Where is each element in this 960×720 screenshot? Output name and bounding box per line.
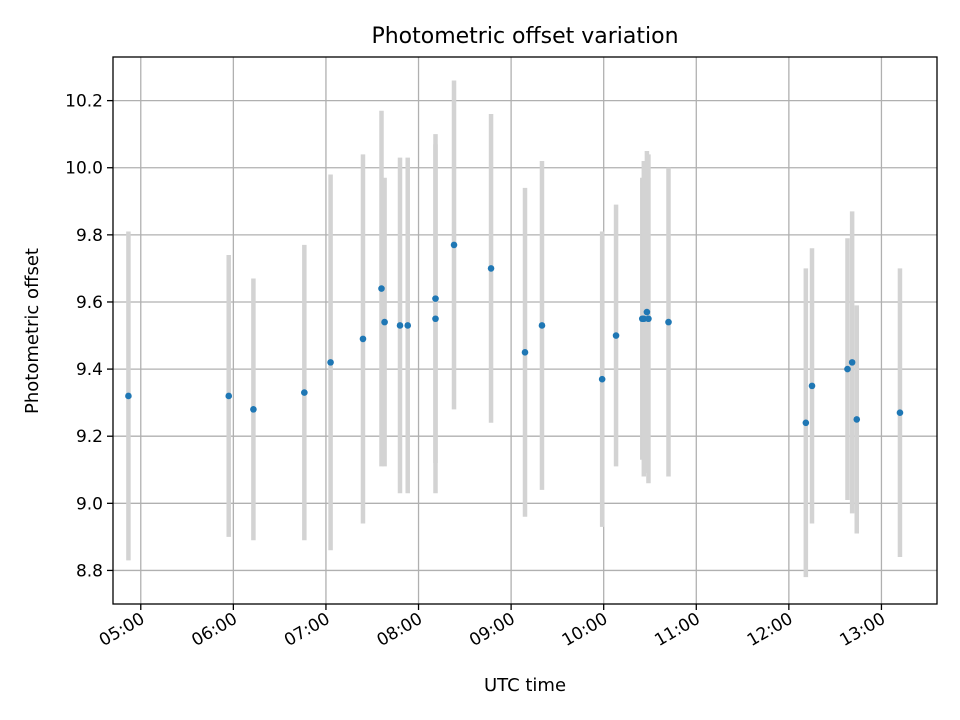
data-point bbox=[665, 318, 672, 326]
data-point bbox=[301, 389, 308, 396]
data-point bbox=[645, 315, 652, 323]
data-point bbox=[853, 416, 861, 423]
data-point bbox=[538, 322, 546, 329]
data-point bbox=[896, 409, 904, 417]
y-tick-label: 8.8 bbox=[76, 561, 103, 581]
y-axis-label: Photometric offset bbox=[22, 248, 43, 414]
data-point bbox=[432, 315, 439, 323]
y-tick-label: 9.2 bbox=[76, 427, 103, 447]
data-point bbox=[640, 315, 648, 323]
y-tick-label: 9.0 bbox=[76, 494, 103, 514]
chart-title: Photometric offset variation bbox=[371, 24, 678, 49]
x-tick-label: 05:00 bbox=[96, 609, 148, 651]
data-point bbox=[844, 365, 851, 373]
data-point bbox=[848, 359, 856, 366]
data-point bbox=[327, 359, 334, 366]
data-point bbox=[450, 241, 458, 249]
data-point bbox=[359, 335, 367, 343]
y-tick-label: 9.6 bbox=[76, 293, 103, 313]
x-tick-label: 08:00 bbox=[374, 609, 426, 651]
data-point bbox=[598, 375, 606, 383]
y-tick-label: 10.0 bbox=[65, 159, 103, 179]
y-tick-label: 10.2 bbox=[65, 92, 103, 112]
data-point bbox=[612, 332, 620, 339]
data-point bbox=[381, 318, 388, 326]
y-tick-label: 9.4 bbox=[76, 360, 103, 380]
data-point bbox=[808, 382, 816, 390]
data-point bbox=[521, 349, 529, 356]
x-axis-label: UTC time bbox=[484, 675, 566, 696]
x-tick-label: 10:00 bbox=[559, 609, 611, 651]
x-tick-label: 12:00 bbox=[744, 609, 796, 651]
data-point bbox=[125, 392, 132, 400]
x-tick-label: 11:00 bbox=[651, 609, 703, 651]
x-tick-label: 13:00 bbox=[837, 609, 889, 651]
data-point bbox=[250, 406, 257, 413]
data-point bbox=[225, 392, 233, 400]
point-layer bbox=[125, 241, 904, 427]
x-tick-label: 09:00 bbox=[466, 609, 518, 651]
data-point bbox=[396, 322, 404, 329]
data-point bbox=[432, 295, 439, 302]
data-point bbox=[487, 265, 495, 272]
data-point bbox=[802, 419, 810, 427]
data-point bbox=[378, 285, 385, 292]
errorbar-layer bbox=[126, 80, 903, 578]
data-point bbox=[404, 322, 412, 329]
x-tick-label: 06:00 bbox=[188, 609, 240, 651]
y-tick-label: 9.8 bbox=[76, 226, 103, 246]
plot-frame bbox=[112, 56, 938, 605]
data-point bbox=[643, 308, 651, 316]
tick-layer: 05:00 06:00 07:00 08:00 09:00 10:00 11:00 12:00… bbox=[65, 92, 889, 651]
x-tick-label: 07:00 bbox=[281, 609, 333, 651]
